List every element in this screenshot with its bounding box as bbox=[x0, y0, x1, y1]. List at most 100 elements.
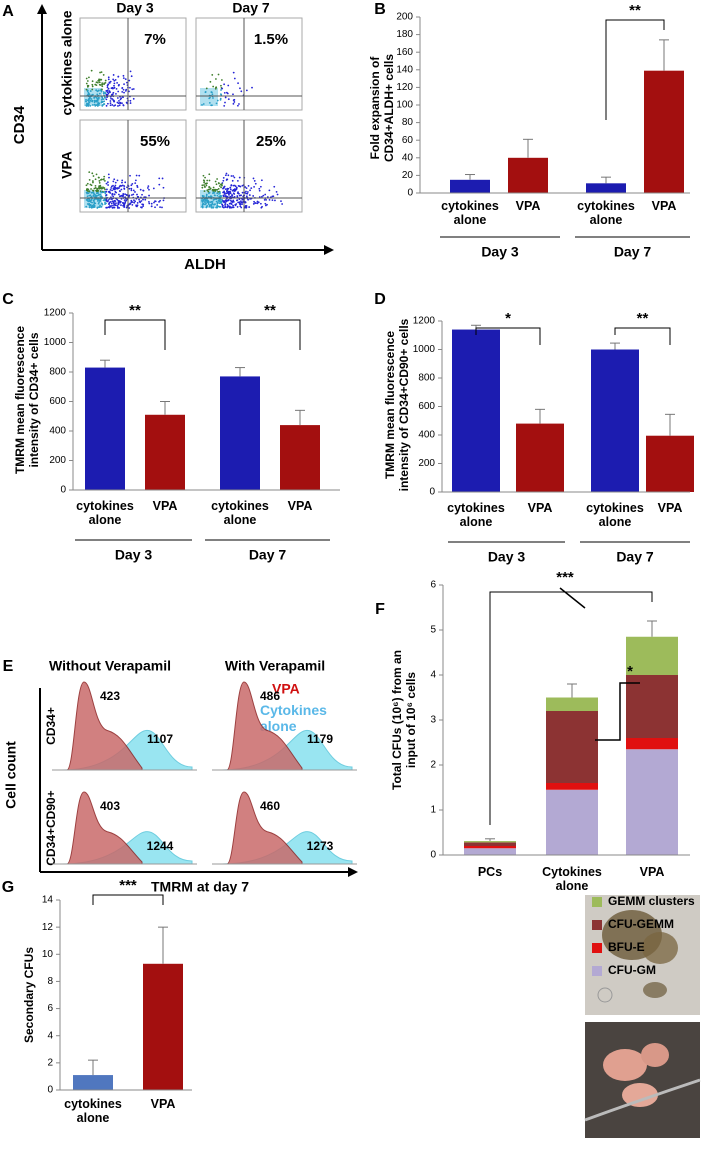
event-dot bbox=[100, 78, 103, 81]
significance-bracket bbox=[239, 319, 301, 350]
bar bbox=[452, 329, 500, 492]
event-dot bbox=[114, 78, 117, 81]
event-dot bbox=[213, 194, 216, 197]
event-dot bbox=[105, 98, 108, 101]
bar-segment bbox=[626, 675, 678, 738]
significance-label: * bbox=[505, 310, 511, 327]
event-dot bbox=[201, 194, 204, 197]
event-dot bbox=[245, 206, 248, 209]
event-dot bbox=[220, 89, 222, 91]
event-dot bbox=[105, 199, 108, 201]
event-dot bbox=[122, 201, 124, 204]
event-dot bbox=[128, 79, 131, 82]
event-dot bbox=[137, 196, 140, 198]
bar bbox=[73, 1075, 113, 1090]
event-dot bbox=[116, 204, 119, 207]
event-dot bbox=[132, 88, 135, 90]
event-dot bbox=[116, 81, 119, 84]
event-dot bbox=[122, 74, 125, 77]
event-dot bbox=[114, 190, 117, 193]
event-dot bbox=[229, 206, 231, 209]
event-dot bbox=[232, 192, 235, 195]
event-dot bbox=[103, 100, 106, 103]
event-dot bbox=[203, 181, 205, 184]
event-dot bbox=[225, 172, 228, 175]
y-tick-label: 120 bbox=[396, 82, 413, 93]
bar-segment bbox=[626, 738, 678, 750]
event-dot bbox=[124, 89, 127, 92]
event-dot bbox=[131, 88, 134, 91]
event-dot bbox=[104, 203, 106, 206]
event-dot bbox=[85, 88, 88, 91]
event-dot bbox=[111, 204, 113, 207]
event-dot bbox=[241, 201, 244, 204]
event-dot bbox=[95, 100, 98, 103]
event-dot bbox=[123, 199, 126, 202]
x-tick-label: VPA bbox=[639, 865, 665, 879]
event-dot bbox=[216, 99, 219, 102]
event-dot bbox=[121, 86, 124, 89]
event-dot bbox=[107, 78, 110, 81]
event-dot bbox=[219, 198, 222, 201]
event-dot bbox=[113, 84, 115, 87]
event-dot bbox=[113, 87, 116, 89]
event-dot bbox=[125, 193, 128, 196]
event-dot bbox=[208, 101, 211, 104]
event-dot bbox=[245, 195, 248, 198]
bar-segment bbox=[546, 789, 598, 855]
event-dot bbox=[86, 195, 89, 198]
event-dot bbox=[124, 201, 126, 204]
event-dot bbox=[266, 196, 269, 198]
event-dot bbox=[111, 200, 114, 203]
event-dot bbox=[232, 102, 235, 105]
event-dot bbox=[121, 184, 124, 187]
event-dot bbox=[159, 199, 162, 202]
event-dot bbox=[105, 194, 108, 196]
event-dot bbox=[88, 178, 91, 181]
legend-label-box: Cytokines alone bbox=[260, 702, 327, 734]
event-dot bbox=[131, 183, 134, 185]
event-dot bbox=[224, 188, 227, 191]
event-dot bbox=[101, 202, 103, 205]
event-dot bbox=[107, 173, 110, 176]
event-dot bbox=[239, 185, 242, 188]
y-tick-label: 600 bbox=[49, 396, 66, 407]
event-dot bbox=[119, 184, 122, 187]
event-dot bbox=[109, 104, 112, 107]
event-dot bbox=[96, 198, 99, 201]
event-dot bbox=[266, 203, 268, 206]
event-dot bbox=[116, 205, 119, 208]
event-dot bbox=[224, 174, 227, 177]
x-tick-label-box: VPA bbox=[639, 865, 665, 879]
dish-rim bbox=[584, 1078, 701, 1122]
event-dot bbox=[91, 100, 94, 103]
event-dot bbox=[232, 206, 235, 209]
event-dot bbox=[107, 76, 110, 79]
event-dot bbox=[212, 97, 214, 99]
y-tick-label: 800 bbox=[418, 373, 435, 384]
event-dot bbox=[98, 79, 101, 82]
event-dot bbox=[162, 199, 165, 202]
event-dot bbox=[119, 190, 121, 193]
event-dot bbox=[87, 192, 90, 195]
event-dot bbox=[98, 187, 101, 190]
event-dot bbox=[264, 202, 267, 205]
bar-segment bbox=[626, 749, 678, 855]
event-dot bbox=[85, 184, 88, 187]
event-dot bbox=[224, 195, 227, 197]
group-label: Day 7 bbox=[614, 244, 652, 260]
significance-label: ** bbox=[629, 2, 641, 19]
event-dot bbox=[93, 193, 96, 196]
group-label: Day 7 bbox=[616, 549, 654, 565]
group-label: Day 3 bbox=[115, 547, 153, 563]
event-dot bbox=[117, 75, 120, 78]
event-dot bbox=[128, 207, 131, 209]
event-dot bbox=[237, 82, 239, 85]
event-dot bbox=[227, 98, 230, 101]
event-dot bbox=[102, 92, 105, 95]
event-dot bbox=[118, 195, 121, 198]
event-dot bbox=[224, 199, 227, 202]
event-dot bbox=[91, 103, 94, 106]
event-dot bbox=[253, 185, 255, 188]
event-dot bbox=[91, 80, 94, 83]
